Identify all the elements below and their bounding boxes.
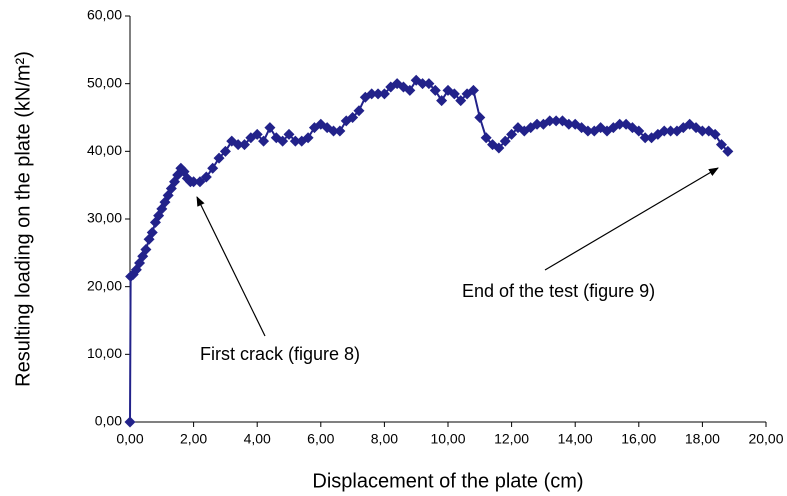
data-point: [251, 128, 263, 140]
data-point: [328, 125, 340, 137]
data-point: [417, 78, 429, 90]
data-point: [633, 125, 645, 137]
data-point: [429, 84, 441, 96]
data-point: [137, 250, 149, 262]
data-point: [366, 88, 378, 100]
data-point: [658, 125, 670, 137]
data-point: [474, 112, 486, 123]
data-point: [436, 95, 448, 107]
y-tick-label: 0,00: [95, 413, 122, 429]
y-tick-label: 20,00: [87, 277, 122, 293]
x-tick-label: 4,00: [244, 431, 271, 447]
data-point: [200, 171, 212, 183]
data-point: [146, 227, 158, 239]
x-tick-label: 10,00: [430, 431, 465, 447]
data-point: [448, 88, 460, 100]
x-tick-label: 12,00: [494, 431, 529, 447]
x-axis-label: Displacement of the plate (cm): [312, 470, 583, 492]
arrow: [544, 167, 719, 271]
data-point: [544, 115, 556, 127]
data-point: [140, 243, 152, 255]
data-point: [582, 125, 594, 137]
data-point: [499, 135, 511, 147]
data-point: [283, 128, 295, 140]
data-point: [277, 135, 289, 147]
x-tick-label: 18,00: [685, 431, 720, 447]
data-point: [124, 416, 136, 428]
data-point: [264, 122, 276, 134]
data-point: [506, 128, 518, 140]
data-point: [353, 105, 365, 117]
data-point: [372, 88, 384, 100]
data-point: [194, 176, 206, 188]
data-point: [334, 125, 346, 137]
y-tick-label: 30,00: [87, 210, 122, 226]
x-tick-label: 20,00: [748, 431, 783, 447]
y-tick-label: 10,00: [87, 345, 122, 361]
data-point: [219, 145, 231, 157]
y-tick-label: 60,00: [87, 7, 122, 23]
data-point: [289, 135, 301, 147]
data-point: [563, 118, 575, 130]
data-point: [238, 139, 250, 151]
x-tick-label: 14,00: [558, 431, 593, 447]
data-point: [258, 135, 270, 147]
data-point: [493, 142, 505, 154]
data-point: [423, 78, 435, 90]
y-tick-label: 50,00: [87, 74, 122, 90]
x-tick-label: 2,00: [180, 431, 207, 447]
x-tick-label: 6,00: [307, 431, 334, 447]
data-point: [696, 125, 708, 137]
data-point: [213, 152, 225, 164]
annotation: End of the test (figure 9): [462, 281, 655, 301]
data-point: [404, 84, 416, 96]
data-point: [467, 84, 479, 96]
data-point: [531, 118, 543, 130]
annotation: First crack (figure 8): [200, 344, 360, 364]
data-point: [480, 132, 492, 144]
data-point: [455, 95, 467, 107]
data-point: [378, 88, 390, 100]
data-point: [188, 176, 200, 188]
x-tick-label: 0,00: [116, 431, 143, 447]
data-point: [709, 128, 721, 140]
data-point: [302, 132, 314, 144]
data-point: [639, 132, 651, 144]
data-point: [665, 125, 677, 137]
data-point: [232, 139, 244, 151]
x-tick-label: 8,00: [371, 431, 398, 447]
data-point: [347, 112, 359, 123]
data-point: [614, 118, 626, 130]
data-point: [722, 145, 734, 157]
data-point: [550, 115, 562, 127]
data-point: [715, 139, 727, 151]
y-axis-label: Resulting loading on the plate (kN/m²): [12, 51, 34, 387]
y-tick-label: 40,00: [87, 142, 122, 158]
x-tick-label: 16,00: [621, 431, 656, 447]
data-point: [207, 162, 219, 174]
arrow: [196, 196, 266, 337]
